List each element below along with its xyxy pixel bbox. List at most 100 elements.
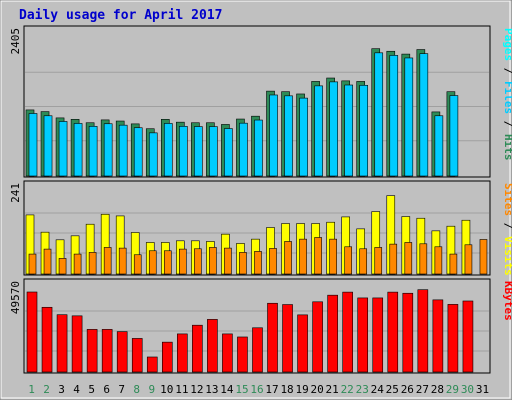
bar-files-day-8 (133, 127, 143, 177)
day-label-20: 20 (311, 383, 324, 396)
bar-sites-day-4 (73, 253, 82, 275)
bar-files-day-7 (118, 124, 128, 177)
bar-kbytes-day-5 (86, 329, 98, 373)
day-label-30: 30 (461, 383, 474, 396)
bar-kbytes-day-20 (312, 301, 323, 373)
day-label-10: 10 (160, 383, 173, 396)
day-label-15: 15 (235, 383, 248, 396)
bar-sites-day-23 (359, 248, 368, 275)
legend-item-sites: Sites (502, 183, 512, 216)
bar-kbytes-day-4 (71, 315, 83, 373)
bar-files-day-18 (284, 95, 293, 177)
bar-files-day-5 (88, 126, 98, 177)
legend-sites-visits: Sites / Visits (502, 183, 512, 276)
bar-kbytes-day-11 (177, 333, 188, 373)
bar-sites-day-7 (118, 247, 127, 275)
bar-kbytes-day-27 (417, 289, 429, 373)
day-label-3: 3 (58, 383, 65, 396)
bar-files-day-6 (103, 123, 113, 177)
legend-separator: / (502, 61, 512, 81)
day-label-2: 2 (43, 383, 50, 396)
legend-item-kbytes: KBytes (502, 281, 512, 321)
bar-sites-day-18 (284, 241, 292, 275)
day-label-24: 24 (371, 383, 385, 396)
day-label-7: 7 (118, 383, 125, 396)
day-label-13: 13 (205, 383, 218, 396)
bar-kbytes-day-24 (372, 297, 384, 373)
panel-kbytes: 49570 KBytes (9, 278, 512, 374)
bar-kbytes-day-9 (146, 356, 158, 373)
day-label-5: 5 (88, 383, 95, 396)
bar-sites-day-11 (179, 248, 187, 275)
bar-kbytes-day-13 (207, 319, 218, 373)
bar-kbytes-day-6 (101, 329, 113, 373)
bar-sites-day-10 (163, 250, 172, 275)
day-label-26: 26 (401, 383, 414, 396)
bar-kbytes-day-29 (447, 304, 459, 373)
bar-kbytes-day-25 (387, 291, 399, 373)
bar-sites-day-2 (43, 248, 52, 275)
day-label-21: 21 (326, 383, 339, 396)
bar-kbytes-day-1 (26, 291, 38, 373)
bar-files-day-21 (329, 81, 338, 177)
bar-files-day-28 (434, 115, 444, 177)
day-label-27: 27 (416, 383, 429, 396)
bar-kbytes-day-15 (237, 336, 248, 373)
bar-sites-day-6 (103, 247, 112, 275)
day-label-9: 9 (148, 383, 155, 396)
bar-files-day-4 (73, 123, 83, 177)
bar-sites-day-19 (299, 238, 307, 275)
bar-files-day-22 (344, 84, 353, 177)
axis-max-label: 241 (9, 183, 22, 203)
bar-sites-day-22 (344, 246, 352, 275)
bar-files-day-15 (239, 122, 248, 177)
day-label-29: 29 (446, 383, 459, 396)
legend-separator: / (502, 216, 512, 236)
day-label-28: 28 (431, 383, 444, 396)
legend-item-hits: Hits (502, 134, 512, 161)
day-label-17: 17 (265, 383, 278, 396)
bar-kbytes-day-7 (116, 331, 128, 373)
bar-files-day-16 (254, 119, 263, 177)
bar-kbytes-day-17 (267, 302, 278, 373)
bar-files-day-2 (43, 115, 53, 177)
day-label-31: 31 (476, 383, 489, 396)
axis-max-label: 49570 (9, 281, 22, 314)
legend-item-files: Files (502, 81, 512, 114)
day-label-14: 14 (220, 383, 234, 396)
bar-files-day-29 (449, 95, 459, 177)
bar-sites-day-3 (58, 258, 67, 275)
day-label-19: 19 (295, 383, 308, 396)
day-label-12: 12 (190, 383, 203, 396)
bar-kbytes-day-3 (56, 314, 68, 373)
bar-files-day-11 (179, 126, 188, 177)
bar-sites-day-25 (389, 243, 398, 275)
bar-kbytes-day-18 (282, 304, 293, 373)
day-label-6: 6 (103, 383, 110, 396)
bar-files-day-23 (359, 84, 369, 177)
bar-kbytes-day-28 (432, 299, 444, 373)
bar-sites-day-20 (314, 237, 322, 275)
bar-kbytes-day-14 (222, 333, 233, 373)
bar-kbytes-day-22 (342, 291, 353, 373)
day-label-25: 25 (386, 383, 399, 396)
bar-sites-day-30 (464, 244, 473, 275)
bar-kbytes-day-30 (462, 300, 474, 373)
legend-item-visits: Visits (502, 236, 512, 276)
bar-files-day-9 (148, 132, 158, 177)
panel-pages-files-hits: 2405 Pages / Files / Hits (9, 25, 512, 178)
day-label-22: 22 (341, 383, 354, 396)
bar-sites-day-15 (239, 252, 247, 275)
bar-files-day-27 (419, 53, 429, 177)
bar-sites-day-17 (269, 248, 277, 275)
day-label-11: 11 (175, 383, 188, 396)
bar-sites-day-8 (133, 254, 142, 275)
bar-files-day-10 (163, 123, 173, 177)
bar-files-day-14 (224, 128, 233, 177)
bar-sites-day-27 (419, 243, 428, 275)
chart-title: Daily usage for April 2017 (19, 8, 223, 23)
bar-sites-day-5 (88, 252, 97, 275)
